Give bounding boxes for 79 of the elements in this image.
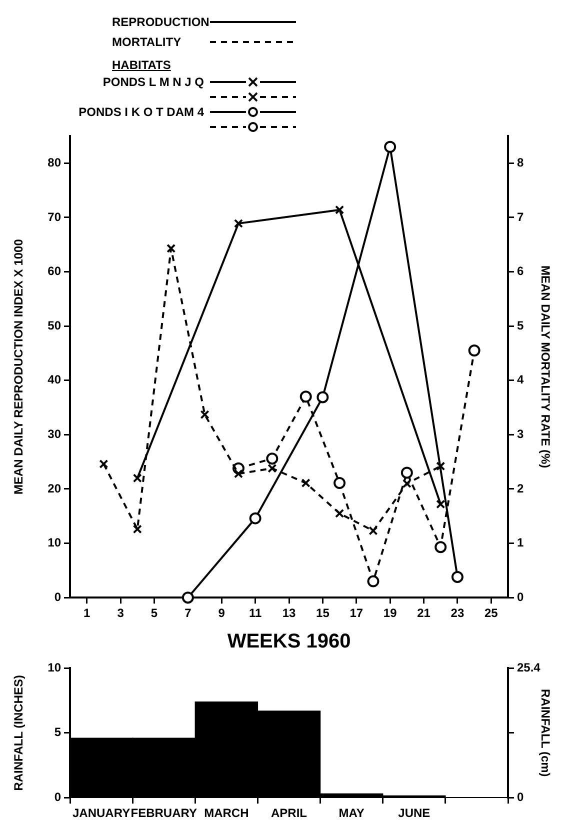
point (384, 140, 396, 153)
y-tick-label: 20 (48, 481, 62, 496)
x-tick-label: JUNE (398, 806, 430, 820)
x-tick-label: 15 (316, 606, 330, 620)
point (234, 469, 243, 478)
point (300, 390, 312, 403)
x-tick-label: MARCH (204, 806, 249, 820)
y2-tick-label: 0 (517, 790, 524, 804)
y2-tick-label: 8 (517, 155, 524, 170)
point (132, 474, 142, 483)
point (99, 459, 108, 469)
legend-title: HABITATS (111, 58, 171, 72)
point (234, 218, 243, 228)
y2-tick-label: 25.4 (517, 660, 541, 675)
y-tick-label: 70 (48, 210, 62, 224)
point (182, 592, 194, 604)
point (132, 524, 142, 534)
point (316, 391, 329, 404)
y2-tick-label: 6 (517, 264, 524, 278)
x-tick-label: 1 (84, 606, 90, 620)
x-axis-title: WEEKS 1960 (227, 630, 351, 653)
point (334, 477, 346, 490)
point (468, 344, 480, 357)
y-axis-title: RAINFALL (INCHES) (12, 675, 26, 791)
x-tick-label: 7 (184, 606, 192, 620)
y-axis-title: MEAN DAILY REPRODUCTION INDEX X 1000 (12, 238, 26, 495)
x-tick-label: 11 (248, 606, 262, 620)
legend-label: PONDS I K O T DAM 4 (78, 104, 204, 118)
point (268, 464, 277, 473)
text: REPRODUCTION (111, 15, 210, 29)
x-tick-label: MAY (338, 806, 364, 820)
y2-tick-label: 1 (517, 536, 524, 550)
text: MORTALITY (111, 35, 182, 49)
y-tick-label: 40 (48, 372, 62, 387)
point (434, 541, 447, 554)
x-tick-label: APRIL (271, 806, 307, 820)
x-tick-label: 21 (417, 606, 431, 620)
point (166, 244, 176, 253)
x-tick-label: JANUARY (72, 806, 130, 820)
point (436, 462, 446, 471)
y-tick-label: 80 (48, 155, 62, 170)
point (266, 452, 278, 465)
y-tick-label: 50 (48, 318, 62, 332)
point (436, 500, 446, 509)
point (402, 479, 412, 488)
y-tick-label: 10 (48, 660, 62, 675)
point (335, 508, 344, 518)
point (335, 205, 344, 214)
y2-tick-label: 2 (517, 481, 524, 496)
x-tick-label: 19 (383, 606, 398, 620)
x-tick-label: 17 (350, 606, 364, 620)
point (368, 526, 378, 536)
x-tick-label: 23 (450, 606, 464, 620)
y2-tick-label: 7 (517, 210, 524, 224)
y-tick-label: 0 (54, 790, 62, 804)
y2-tick-label: 4 (517, 372, 524, 387)
legend-label: PONDS L M N J Q (102, 74, 204, 88)
y2-tick-label: 0 (517, 590, 524, 604)
point (200, 410, 210, 420)
x-tick-label: 25 (484, 606, 498, 620)
y-tick-label: 10 (48, 536, 62, 550)
y-tick-label: 60 (48, 264, 62, 278)
y-tick-label: 30 (48, 426, 62, 441)
y2-tick-label: 3 (517, 426, 524, 441)
y-tick-label: 0 (54, 590, 62, 604)
point (451, 570, 464, 583)
x-tick-label: 9 (218, 606, 226, 620)
point (301, 478, 310, 488)
x-tick-label: 13 (282, 606, 296, 620)
y2-axis-title: MEAN DAILY MORTALITY RATE (%) (538, 265, 552, 468)
y2-tick-label: 5 (517, 318, 524, 332)
x-tick-label: 3 (117, 606, 124, 620)
point (367, 575, 380, 588)
x-tick-label: 5 (150, 606, 158, 620)
y-tick-label: 5 (54, 725, 62, 740)
point (400, 466, 413, 479)
y2-axis-title: RAINFALL (cm) (538, 689, 552, 777)
x-tick-label: FEBRUARY (130, 806, 197, 820)
point (249, 512, 262, 524)
